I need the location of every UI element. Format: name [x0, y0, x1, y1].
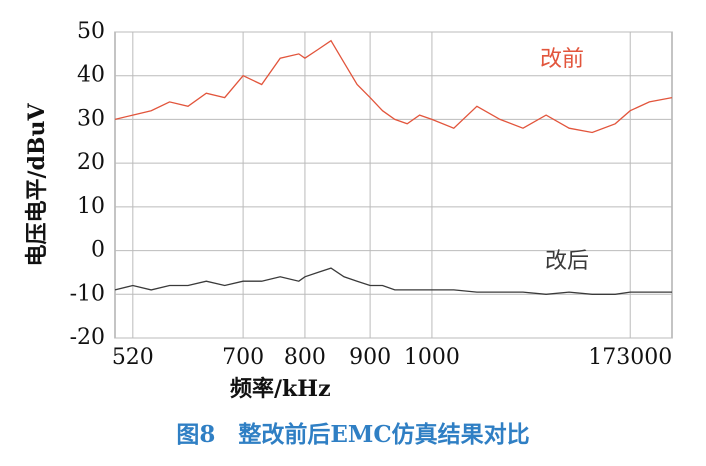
- y-tick-label: 40: [77, 63, 105, 88]
- x-tick-label: 520: [112, 345, 154, 370]
- y-tick-label: 50: [77, 19, 105, 44]
- series-line: [114, 267, 672, 295]
- plot-area: [114, 31, 673, 339]
- y-tick-label: 20: [77, 150, 105, 175]
- y-tick-label: 0: [91, 238, 105, 263]
- y-tick-label: -10: [70, 281, 105, 306]
- x-tick-label: 173000: [588, 345, 672, 370]
- y-tick-label: 10: [77, 194, 105, 219]
- y-tick-label: 30: [77, 106, 105, 131]
- x-tick-label: 1000: [404, 345, 460, 370]
- y-tick-label: -20: [70, 325, 105, 350]
- legend-label: 改前: [540, 47, 584, 72]
- x-tick-label: 700: [222, 345, 264, 370]
- x-tick-label: 800: [284, 345, 326, 370]
- y-axis-label: 电压电平/dBuV: [24, 103, 50, 267]
- x-tick-label: 900: [349, 345, 391, 370]
- caption: 图8 整改前后EMC仿真结果对比: [176, 421, 529, 448]
- series-line: [114, 39, 673, 134]
- x-axis-label: 频率/kHz: [230, 376, 331, 402]
- legend-label: 改后: [545, 249, 589, 274]
